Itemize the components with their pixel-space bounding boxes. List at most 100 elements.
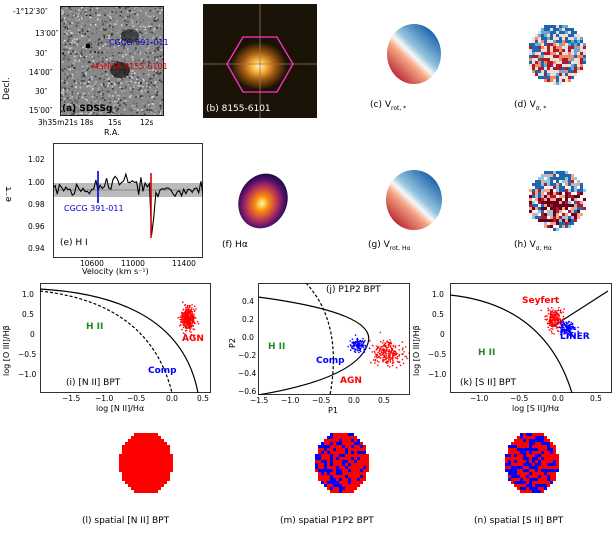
panel-a-ann-cgcg: CGCG 391-011	[109, 38, 169, 47]
panel-d-label: (d) Vσ, *	[514, 100, 546, 112]
panel-i-ytick: 0	[30, 330, 35, 339]
panel-h-map	[529, 171, 586, 231]
panel-f-label: (f) Hα	[222, 240, 248, 250]
panel-i-xtick: 0.0	[166, 394, 178, 403]
panel-j-xlabel: P1	[328, 406, 338, 415]
panel-d-label-text: (d) V	[514, 100, 536, 110]
panel-j-ytick: −0.6	[238, 387, 257, 396]
panel-h-label: (h) Vσ, Hα	[514, 240, 552, 252]
panel-j-ytick: −0.4	[238, 369, 257, 378]
panel-a-xtick: 18s	[80, 118, 94, 127]
panel-h-label-text: (h) V	[514, 240, 536, 250]
panel-e-xtick: 11400	[172, 259, 196, 268]
panel-i-label: (i) [N II] BPT	[66, 378, 121, 388]
panel-a-xlabel: R.A.	[104, 128, 120, 137]
panel-j-hii: H II	[268, 342, 286, 352]
panel-j-ylabel: P2	[228, 338, 237, 348]
panel-e-ann: CGCG 391-011	[64, 204, 124, 213]
panel-k-plot	[450, 283, 612, 393]
panel-e-ytick: 0.98	[28, 200, 45, 209]
panel-e-ylabel: e⁻τ	[4, 186, 14, 202]
panel-e-plot	[53, 143, 203, 258]
panel-a-image	[60, 6, 164, 116]
panel-d-label-sub: σ, *	[535, 104, 547, 112]
panel-i-agn: AGN	[182, 334, 204, 344]
panel-e-ytick: 1.00	[28, 178, 45, 187]
panel-a-ylabel: Decl.	[2, 77, 12, 100]
panel-b-image	[203, 4, 317, 118]
panel-j-xtick: 0.0	[348, 396, 360, 405]
panel-k-ytick: −0.5	[428, 350, 447, 359]
panel-i-xtick: −0.5	[127, 394, 146, 403]
panel-n-label: (n) spatial [S II] BPT	[474, 516, 564, 526]
panel-i-ytick: −0.5	[18, 350, 37, 359]
panel-j-xtick: −1.5	[250, 396, 269, 405]
panel-g-map	[386, 170, 442, 230]
panel-i-xtick: 0.5	[197, 394, 209, 403]
panel-j-ytick: −0.2	[238, 351, 257, 360]
panel-e-xtick: 10600	[80, 259, 104, 268]
panel-k-ylabel: log [O III]/Hβ	[412, 325, 421, 376]
panel-k-xtick: −1.0	[470, 394, 489, 403]
panel-j-ytick: 0.2	[242, 315, 254, 324]
panel-k-xtick: −0.5	[510, 394, 529, 403]
panel-a-ytick: 14′00″	[29, 68, 53, 77]
panel-k-label: (k) [S II] BPT	[460, 378, 516, 388]
panel-j-label: (j) P1P2 BPT	[326, 285, 381, 295]
panel-f-map	[238, 173, 288, 229]
panel-j-ytick: 0.0	[242, 333, 254, 342]
panel-k-xlabel: log [S II]/Hα	[512, 404, 560, 413]
panel-e-xlabel: Velocity (km s⁻¹)	[82, 267, 149, 276]
panel-a-xtick: 12s	[140, 118, 154, 127]
panel-j-agn: AGN	[340, 376, 362, 386]
panel-i-xlabel: log [N II]/Hα	[96, 404, 145, 413]
panel-i-ytick: 1.0	[22, 290, 34, 299]
panel-k-ytick: −1.0	[428, 370, 447, 379]
panel-a-label: (a) SDSSg	[62, 104, 113, 114]
panel-b-label: (b) 8155-6101	[206, 104, 271, 114]
panel-e-ytick: 0.94	[28, 244, 45, 253]
panel-j-comp: Comp	[316, 356, 345, 366]
panel-g-label: (g) Vrot, Hα	[368, 240, 410, 252]
panel-i-ylabel: log [O III]/Hβ	[2, 325, 11, 376]
panel-k-seyfert: Seyfert	[522, 296, 560, 306]
panel-l-map	[119, 433, 173, 493]
panel-i-xtick: −1.5	[62, 394, 81, 403]
panel-k-liner: LINER	[560, 332, 590, 342]
panel-m-map	[315, 433, 369, 493]
panel-k-xtick: 0.5	[590, 394, 602, 403]
panel-e-label: (e) H I	[60, 238, 88, 248]
panel-g-label-sub: rot, Hα	[389, 244, 411, 252]
panel-e-xtick: 11000	[121, 259, 145, 268]
panel-j-xtick: −0.5	[312, 396, 331, 405]
panel-m-label: (m) spatial P1P2 BPT	[280, 516, 374, 526]
panel-j-xtick: −1.0	[281, 396, 300, 405]
panel-i-ytick: −1.0	[18, 370, 37, 379]
panel-k-ytick: 1.0	[432, 290, 444, 299]
panel-i-ytick: 0.5	[22, 310, 34, 319]
panel-h-label-sub: σ, Hα	[535, 244, 552, 252]
panel-e-ytick: 1.02	[28, 155, 45, 164]
panel-a-xtick: 15s	[108, 118, 122, 127]
panel-a-xtick: 3h35m21s	[38, 118, 78, 127]
panel-c-map	[387, 24, 441, 84]
panel-g-label-text: (g) V	[368, 240, 390, 250]
panel-a-ytick: 13′00″	[35, 29, 59, 38]
panel-k-xtick: 0.0	[552, 394, 564, 403]
panel-j-ytick: 0.4	[242, 297, 254, 306]
panel-k-hii: H II	[478, 348, 496, 358]
panel-i-plot	[40, 283, 211, 393]
panel-e-ytick: 0.96	[28, 222, 45, 231]
panel-i-xtick: −1.0	[95, 394, 114, 403]
panel-a-ytick: -1°12′30″	[13, 7, 48, 16]
panel-l-label: (l) spatial [N II] BPT	[82, 516, 170, 526]
panel-i-hii: H II	[86, 322, 104, 332]
panel-i-comp: Comp	[148, 366, 177, 376]
panel-j-plot	[258, 283, 410, 395]
panel-c-label-sub: rot, *	[391, 104, 407, 112]
panel-n-map	[505, 433, 559, 493]
panel-j-xtick: 0.5	[378, 396, 390, 405]
panel-a-ytick: 30″	[35, 87, 48, 96]
panel-a-ytick: 15′00″	[29, 106, 53, 115]
panel-c-label: (c) Vrot, *	[370, 100, 406, 112]
